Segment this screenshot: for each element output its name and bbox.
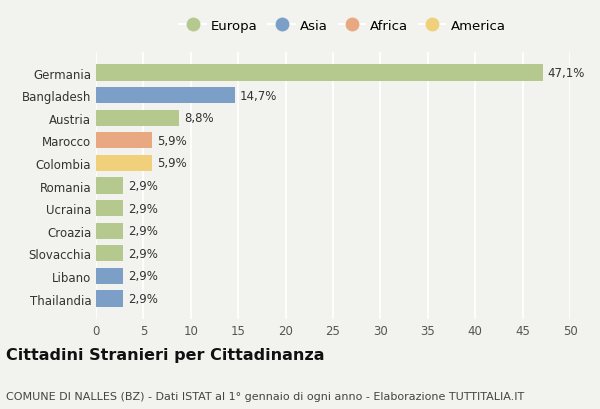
Bar	[96, 65, 542, 81]
Bar	[96, 110, 179, 126]
Text: 2,9%: 2,9%	[128, 292, 158, 305]
Bar	[96, 291, 124, 307]
Text: 2,9%: 2,9%	[128, 270, 158, 283]
Bar	[96, 246, 124, 262]
Bar	[96, 133, 152, 149]
Text: 2,9%: 2,9%	[128, 202, 158, 215]
Text: 5,9%: 5,9%	[157, 157, 187, 170]
Bar	[96, 88, 235, 104]
Text: 2,9%: 2,9%	[128, 225, 158, 238]
Text: 2,9%: 2,9%	[128, 180, 158, 193]
Text: Cittadini Stranieri per Cittadinanza: Cittadini Stranieri per Cittadinanza	[6, 347, 325, 362]
Bar	[96, 200, 124, 217]
Text: COMUNE DI NALLES (BZ) - Dati ISTAT al 1° gennaio di ogni anno - Elaborazione TUT: COMUNE DI NALLES (BZ) - Dati ISTAT al 1°…	[6, 391, 524, 401]
Text: 47,1%: 47,1%	[547, 67, 584, 80]
Text: 2,9%: 2,9%	[128, 247, 158, 260]
Bar	[96, 223, 124, 239]
Text: 5,9%: 5,9%	[157, 135, 187, 148]
Bar	[96, 268, 124, 284]
Text: 14,7%: 14,7%	[240, 90, 277, 102]
Legend: Europa, Asia, Africa, America: Europa, Asia, Africa, America	[174, 15, 511, 38]
Bar	[96, 155, 152, 172]
Text: 8,8%: 8,8%	[184, 112, 214, 125]
Bar	[96, 178, 124, 194]
